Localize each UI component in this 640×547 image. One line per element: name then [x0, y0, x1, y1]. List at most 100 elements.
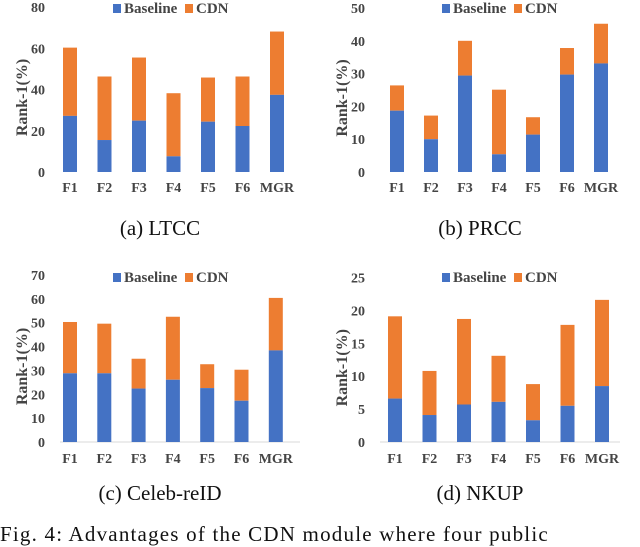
x-tick-label: F6	[234, 452, 250, 467]
legend-label-cdn: CDN	[196, 1, 229, 17]
bar-baseline	[131, 388, 146, 442]
y-tick-label: 80	[31, 1, 45, 16]
legend-label-baseline: Baseline	[124, 270, 178, 286]
bar-baseline	[165, 379, 180, 442]
y-tick-label: 5	[358, 403, 365, 418]
y-axis-label: Rank-1(%)	[14, 328, 31, 405]
bar-cdn	[165, 316, 180, 380]
chart-panel-nkup: 0 5 10 15 20 25 Rank-1(%) F1 F2 F3 F4 F5 F6 MGR Baseli…	[320, 262, 640, 524]
bar-baseline	[234, 400, 249, 442]
y-tick-label: 10	[351, 370, 365, 385]
y-tick-label: 10	[351, 133, 365, 148]
chart-panel-ltcc: 0 20 40 60 80 Rank-1(%) F1 F2 F3 F4 F5 F6 MGR Baselin…	[0, 0, 320, 262]
bar-cdn	[131, 358, 146, 389]
x-tick-label: F2	[422, 452, 438, 467]
x-tick-label: F1	[62, 452, 78, 467]
legend-swatch-baseline	[113, 273, 121, 282]
bar-baseline	[492, 154, 506, 172]
bar-cdn	[560, 48, 574, 75]
bar-cdn	[268, 297, 283, 351]
bar-baseline	[63, 115, 77, 172]
legend-swatch-baseline	[113, 4, 121, 13]
bar-baseline	[235, 126, 250, 172]
bar-baseline	[97, 140, 112, 172]
x-tick-label: MGR	[585, 452, 620, 467]
bar-cdn	[390, 85, 404, 111]
bar-cdn	[594, 23, 608, 64]
bar-cdn	[595, 299, 609, 387]
y-tick-label: 30	[351, 68, 365, 83]
bar-baseline	[458, 75, 472, 172]
legend-label-cdn: CDN	[525, 1, 558, 17]
x-tick-label: F1	[387, 452, 403, 467]
caption-prcc: (b) PRCC	[438, 216, 522, 240]
bar-cdn	[63, 321, 77, 374]
x-tick-label: F4	[491, 452, 507, 467]
bar-cdn	[234, 369, 249, 401]
y-tick-label: 50	[31, 317, 45, 332]
caption-ltcc: (a) LTCC	[119, 216, 201, 240]
legend-label-cdn: CDN	[525, 270, 558, 286]
legend-label-cdn: CDN	[196, 270, 229, 286]
bar-baseline	[166, 156, 181, 172]
bar-baseline	[201, 121, 215, 172]
y-tick-label: 25	[351, 272, 365, 287]
bar-baseline	[491, 401, 506, 442]
y-tick-label: 0	[38, 436, 45, 451]
x-tick-label: MGR	[260, 181, 295, 196]
y-tick-label: 40	[351, 35, 365, 50]
y-tick-label: 0	[38, 166, 45, 181]
bar-baseline	[595, 386, 609, 442]
legend-swatch-cdn	[185, 4, 193, 13]
bar-cdn	[201, 77, 215, 122]
chart-prcc: 0 10 20 30 40 50 Rank-1(%) F1 F2 F3 F4 F5 F6 MGR Basel…	[334, 1, 619, 196]
x-tick-label: F5	[199, 452, 215, 467]
x-tick-label: F6	[559, 181, 575, 196]
y-tick-label: 0	[358, 166, 365, 181]
legend-label-baseline: Baseline	[124, 1, 178, 17]
y-axis-label: Rank-1(%)	[334, 329, 351, 406]
figure-caption: Fig. 4: Advantages of the CDN module whe…	[0, 522, 549, 546]
bar-baseline	[594, 63, 608, 172]
bar-cdn	[200, 364, 215, 389]
legend-swatch-cdn	[514, 4, 522, 13]
bar-baseline	[422, 415, 437, 442]
x-tick-label: F4	[491, 181, 507, 196]
caption-celeb-reid: (c) Celeb-reID	[98, 481, 222, 505]
x-tick-label: F3	[457, 181, 473, 196]
bar-baseline	[270, 94, 284, 172]
x-tick-label: F6	[235, 181, 251, 196]
y-axis-label: Rank-1(%)	[14, 59, 31, 136]
x-tick-label: F3	[456, 452, 472, 467]
bar-cdn	[492, 89, 506, 155]
bar-cdn	[97, 323, 112, 374]
legend-swatch-cdn	[514, 273, 522, 282]
bar-baseline	[560, 405, 575, 442]
x-tick-label: F1	[62, 181, 78, 196]
bar-cdn	[97, 76, 112, 141]
bar-baseline	[388, 398, 402, 442]
bar-baseline	[268, 350, 283, 442]
y-tick-label: 50	[351, 2, 365, 17]
y-tick-label: 70	[31, 269, 45, 284]
x-tick-label: F3	[131, 181, 147, 196]
x-tick-label: MGR	[584, 181, 619, 196]
bar-cdn	[422, 370, 437, 416]
legend-label-baseline: Baseline	[453, 270, 507, 286]
bar-cdn	[235, 76, 250, 127]
bar-baseline	[63, 373, 77, 442]
x-tick-label: F5	[200, 181, 216, 196]
x-tick-label: F6	[560, 452, 576, 467]
bar-cdn	[560, 324, 575, 406]
bar-baseline	[424, 139, 438, 172]
bar-cdn	[526, 117, 540, 135]
legend-swatch-baseline	[442, 4, 450, 13]
x-tick-label: F2	[423, 181, 439, 196]
legend-swatch-cdn	[185, 273, 193, 282]
y-tick-label: 30	[31, 364, 45, 379]
y-tick-label: 0	[358, 436, 365, 451]
bar-baseline	[526, 420, 540, 442]
bar-cdn	[526, 384, 540, 421]
y-tick-label: 20	[31, 388, 45, 403]
x-tick-label: F2	[97, 181, 113, 196]
